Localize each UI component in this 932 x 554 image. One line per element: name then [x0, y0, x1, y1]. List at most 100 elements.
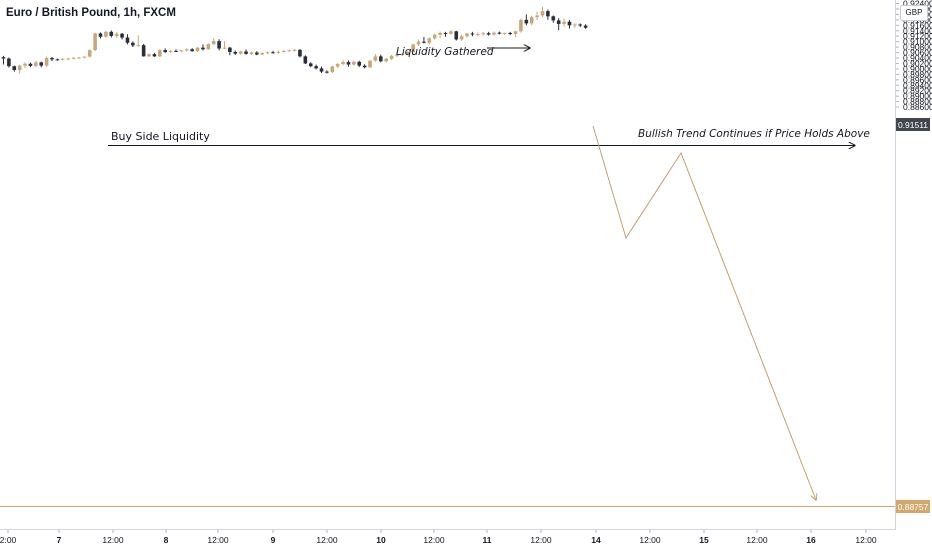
- candle-down: [470, 31, 475, 37]
- candle-down: [131, 41, 135, 48]
- price-tick-label: 0.91200: [903, 31, 932, 41]
- candle-body: [319, 68, 324, 72]
- candle-down: [497, 31, 502, 35]
- candle-down: [125, 34, 130, 45]
- candle-up: [23, 62, 27, 69]
- candle-body: [486, 33, 491, 35]
- price-tick-label: 0.89400: [903, 80, 932, 90]
- candle-body: [573, 24, 577, 26]
- candle-up: [513, 30, 518, 38]
- candle-up: [540, 6, 545, 18]
- current-price-badge: [896, 118, 930, 131]
- candle-up: [411, 43, 415, 54]
- time-axis[interactable]: 2:00 7 12:00 8 12:00 9 12:00 10 12:00 11 12:00 14 12…: [0, 530, 877, 545]
- candle-body: [454, 31, 459, 40]
- candle-up: [276, 50, 281, 54]
- candle-body: [44, 58, 49, 66]
- time-tick-label: 12:00: [316, 535, 338, 545]
- candle-up: [535, 11, 539, 20]
- candle-down: [12, 65, 17, 72]
- candle-body: [217, 41, 221, 49]
- candle-body: [470, 33, 475, 35]
- candle-body: [389, 55, 394, 59]
- candle-body: [476, 34, 480, 36]
- candle-body: [114, 33, 119, 36]
- bullish-trend-label: Bullish Trend Continues if Price Holds A…: [638, 128, 870, 140]
- currency-badge[interactable]: GBP: [900, 5, 928, 21]
- candle-body: [411, 44, 415, 53]
- candle-down: [201, 44, 205, 51]
- candle-up: [93, 32, 97, 52]
- candle-up: [438, 31, 442, 39]
- candle-down: [508, 31, 512, 36]
- candle-body: [98, 33, 103, 37]
- time-axis-border: [0, 529, 895, 530]
- candle-body: [136, 45, 141, 47]
- candle-up: [341, 60, 345, 66]
- candle-body: [82, 56, 87, 58]
- candle-body: [265, 52, 270, 54]
- candle-up: [114, 32, 119, 38]
- candle-up: [405, 51, 410, 56]
- candle-body: [303, 56, 308, 64]
- candle-body: [379, 56, 383, 62]
- candle-up: [502, 32, 507, 36]
- candle-body: [233, 52, 238, 54]
- candle-up: [260, 52, 265, 56]
- candle-up: [60, 58, 65, 61]
- candle-body: [141, 45, 146, 57]
- candle-down: [325, 70, 329, 74]
- candle-up: [17, 64, 22, 74]
- price-tick-label: 0.90000: [903, 64, 932, 74]
- projection-path: [592, 125, 816, 500]
- candle-up: [481, 32, 486, 36]
- candle-up: [529, 15, 534, 26]
- candle-body: [71, 57, 76, 59]
- candle-up: [195, 47, 200, 53]
- candle-up: [222, 41, 227, 50]
- candle-body: [438, 32, 442, 35]
- candle-up: [238, 50, 243, 55]
- candle-down: [55, 58, 60, 61]
- price-tick-label: 0.90800: [903, 42, 932, 52]
- candle-up: [104, 30, 108, 38]
- candle-up: [147, 53, 151, 57]
- candle-body: [125, 37, 130, 43]
- candle-body: [271, 52, 275, 54]
- candle-body: [77, 57, 81, 59]
- candle-up: [44, 56, 49, 67]
- candle-down: [583, 24, 588, 29]
- candle-down: [271, 50, 275, 54]
- candle-body: [206, 44, 211, 50]
- buy-side-liquidity-label: Buy Side Liquidity: [111, 130, 210, 143]
- candle-down: [578, 23, 583, 27]
- candle-body: [497, 32, 502, 34]
- candle-body: [158, 50, 162, 57]
- candle-down: [39, 61, 44, 68]
- time-tick-label: 12:00: [102, 535, 124, 545]
- time-tick-label: 15: [699, 535, 709, 545]
- candle-up: [292, 49, 297, 52]
- candle-body: [184, 49, 189, 51]
- candle-up: [179, 49, 184, 53]
- candle-body: [179, 50, 184, 52]
- candle-body: [276, 51, 281, 53]
- candle-body: [174, 50, 178, 52]
- time-tick-label: 8: [164, 535, 169, 545]
- price-tick-label: 0.91000: [903, 37, 932, 47]
- chart-title: Euro / British Pound, 1h, FXCM: [6, 7, 176, 19]
- candle-body: [578, 24, 583, 26]
- candle-body: [519, 19, 523, 32]
- price-tick-label: 0.88800: [903, 97, 932, 107]
- candle-down: [228, 46, 232, 56]
- candle-body: [228, 47, 232, 53]
- candle-up: [66, 57, 70, 60]
- candle-up: [373, 53, 378, 62]
- price-axis-border: [895, 0, 896, 530]
- price-tick-label: 0.92400: [903, 0, 932, 9]
- candle-up: [71, 57, 76, 60]
- candle-down: [190, 48, 194, 52]
- candle-body: [352, 61, 356, 65]
- price-tick-label: 0.89600: [903, 75, 932, 85]
- candle-down: [556, 18, 561, 31]
